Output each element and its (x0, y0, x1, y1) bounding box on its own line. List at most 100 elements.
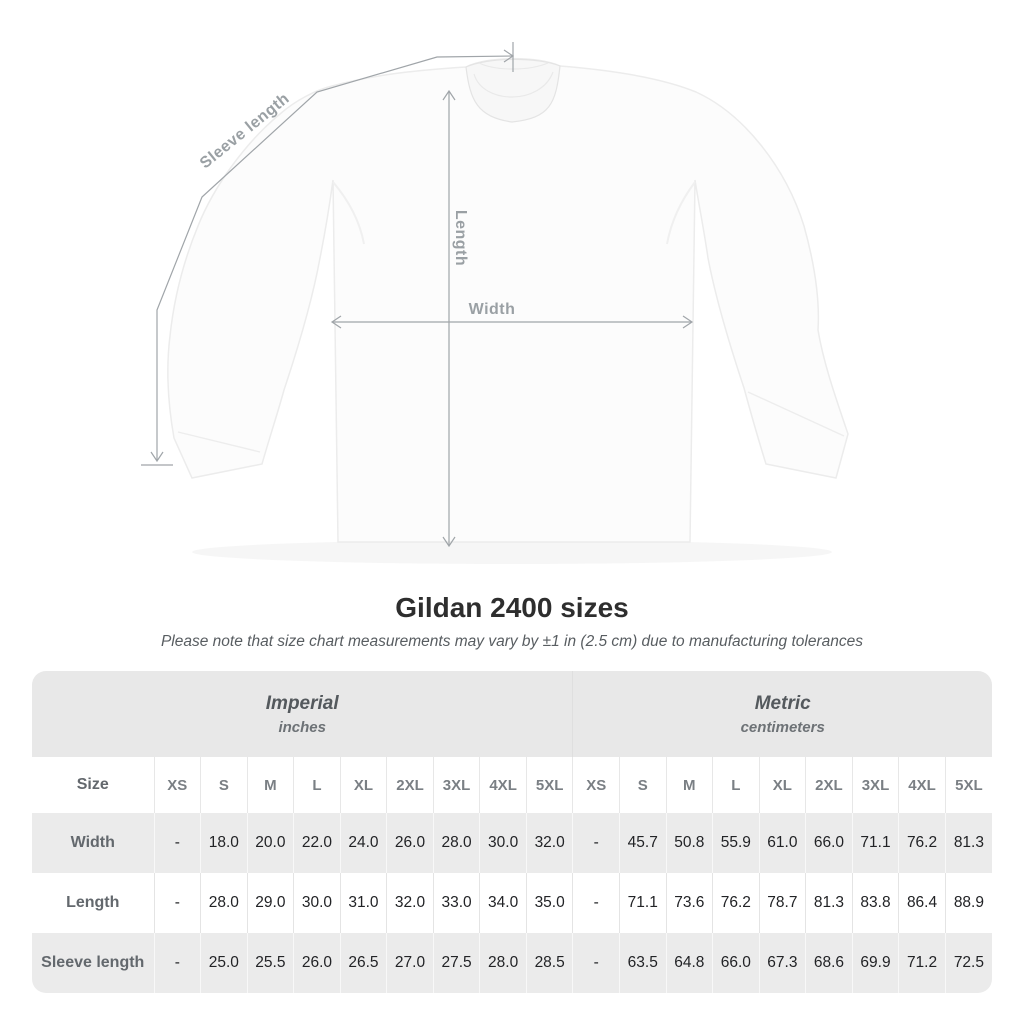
page-title: Gildan 2400 sizes (395, 592, 629, 623)
unit-group-row: Imperial inches Metric centimeters (32, 671, 992, 757)
width-arrow-left (330, 315, 342, 329)
size-chart-table: Imperial inches Metric centimeters Size … (32, 671, 992, 993)
cell: 71.1 (618, 873, 667, 933)
table-row-sleeve-length: Sleeve length - 25.0 25.5 26.0 26.5 27.0… (32, 933, 992, 993)
size-col-header: XS (572, 757, 620, 813)
size-col-header: M (246, 757, 294, 813)
cell: 61.0 (758, 813, 806, 873)
collar-inner-line (473, 71, 554, 98)
size-col-header: L (293, 757, 341, 813)
cell: 30.0 (479, 813, 527, 873)
size-col-header: M (665, 757, 713, 813)
cell: - (572, 933, 620, 993)
imperial-unit: inches (278, 718, 326, 736)
size-col-header: XL (758, 757, 806, 813)
cell: 35.0 (525, 873, 573, 933)
cell: 81.3 (805, 873, 853, 933)
length-arrow-up (442, 89, 456, 101)
size-col-header: 2XL (805, 757, 853, 813)
size-col-header: 3XL (851, 757, 899, 813)
cell: - (153, 873, 201, 933)
cell: - (153, 933, 201, 993)
length-label: Length (452, 210, 469, 266)
cell: 45.7 (618, 813, 667, 873)
cell: 72.5 (944, 933, 992, 993)
size-col-header: 2XL (386, 757, 434, 813)
metric-group-header: Metric centimeters (572, 671, 992, 757)
size-col-header: 5XL (944, 757, 992, 813)
cell: 81.3 (944, 813, 992, 873)
cell: 76.2 (898, 813, 946, 873)
size-col-header: XL (339, 757, 387, 813)
cell: 26.0 (293, 933, 341, 993)
metric-label: Metric (754, 692, 811, 714)
cell: 32.0 (525, 813, 573, 873)
size-col-header: 4XL (898, 757, 946, 813)
cell: 88.9 (944, 873, 992, 933)
cell: 76.2 (712, 873, 760, 933)
width-label: Width (469, 301, 516, 318)
cell: 33.0 (432, 873, 480, 933)
size-col-header: L (712, 757, 760, 813)
shirt-shadow (192, 540, 832, 564)
cell: 55.9 (712, 813, 760, 873)
cell: 27.0 (386, 933, 434, 993)
size-column-header: Size (32, 757, 154, 813)
size-col-header: 5XL (525, 757, 573, 813)
imperial-label: Imperial (265, 692, 339, 714)
left-armpit-crease (332, 181, 365, 245)
cell: 18.0 (200, 813, 248, 873)
cell: 69.9 (851, 933, 899, 993)
cell: 26.5 (339, 933, 387, 993)
shirt-silhouette (167, 57, 849, 543)
metric-unit: centimeters (740, 718, 825, 736)
left-cuff-seam (177, 431, 261, 453)
length-arrow-down (442, 536, 456, 548)
cell: 66.0 (712, 933, 760, 993)
sleeve-length-line (156, 55, 514, 460)
size-header-row: Size XS S M L XL 2XL 3XL 4XL 5XL XS S M … (32, 757, 992, 813)
cell: 32.0 (386, 873, 434, 933)
cell: 67.3 (758, 933, 806, 993)
cell: 31.0 (339, 873, 387, 933)
page-subtitle: Please note that size chart measurements… (160, 633, 864, 650)
cell: 26.0 (386, 813, 434, 873)
sleeve-length-arrow-down (150, 451, 164, 463)
size-col-header: XS (153, 757, 201, 813)
row-label: Width (70, 834, 115, 851)
cell: 71.2 (898, 933, 946, 993)
row-label: Sleeve length (41, 954, 145, 971)
size-col-header: 4XL (479, 757, 527, 813)
size-col-header: 3XL (432, 757, 480, 813)
right-armpit-crease (666, 181, 696, 245)
cell: 28.0 (432, 813, 480, 873)
shirt-measurement-diagram: Sleeve length Length Width (141, 42, 849, 564)
cell: 20.0 (246, 813, 294, 873)
cell: 50.8 (665, 813, 713, 873)
cell: 29.0 (246, 873, 294, 933)
size-col-header: S (618, 757, 667, 813)
cell: 68.6 (805, 933, 853, 993)
cell: 28.0 (479, 933, 527, 993)
cell: 24.0 (339, 813, 387, 873)
cell: 27.5 (432, 933, 480, 993)
cell: 63.5 (618, 933, 667, 993)
cell: 78.7 (758, 873, 806, 933)
cell: - (572, 873, 620, 933)
cell: 73.6 (665, 873, 713, 933)
imperial-group-header: Imperial inches (32, 671, 573, 757)
row-label: Length (66, 894, 120, 911)
cell: 22.0 (293, 813, 341, 873)
cell: 71.1 (851, 813, 899, 873)
cell: 28.5 (525, 933, 573, 993)
cell: 25.5 (246, 933, 294, 993)
cell: 66.0 (805, 813, 853, 873)
table-row-length: Length - 28.0 29.0 30.0 31.0 32.0 33.0 3… (32, 873, 992, 933)
table-row-width: Width - 18.0 20.0 22.0 24.0 26.0 28.0 30… (32, 813, 992, 873)
cell: 64.8 (665, 933, 713, 993)
cell: - (153, 813, 201, 873)
size-col-header: S (200, 757, 248, 813)
width-arrow-right (682, 315, 694, 329)
right-cuff-seam (747, 391, 845, 437)
cell: 28.0 (200, 873, 248, 933)
